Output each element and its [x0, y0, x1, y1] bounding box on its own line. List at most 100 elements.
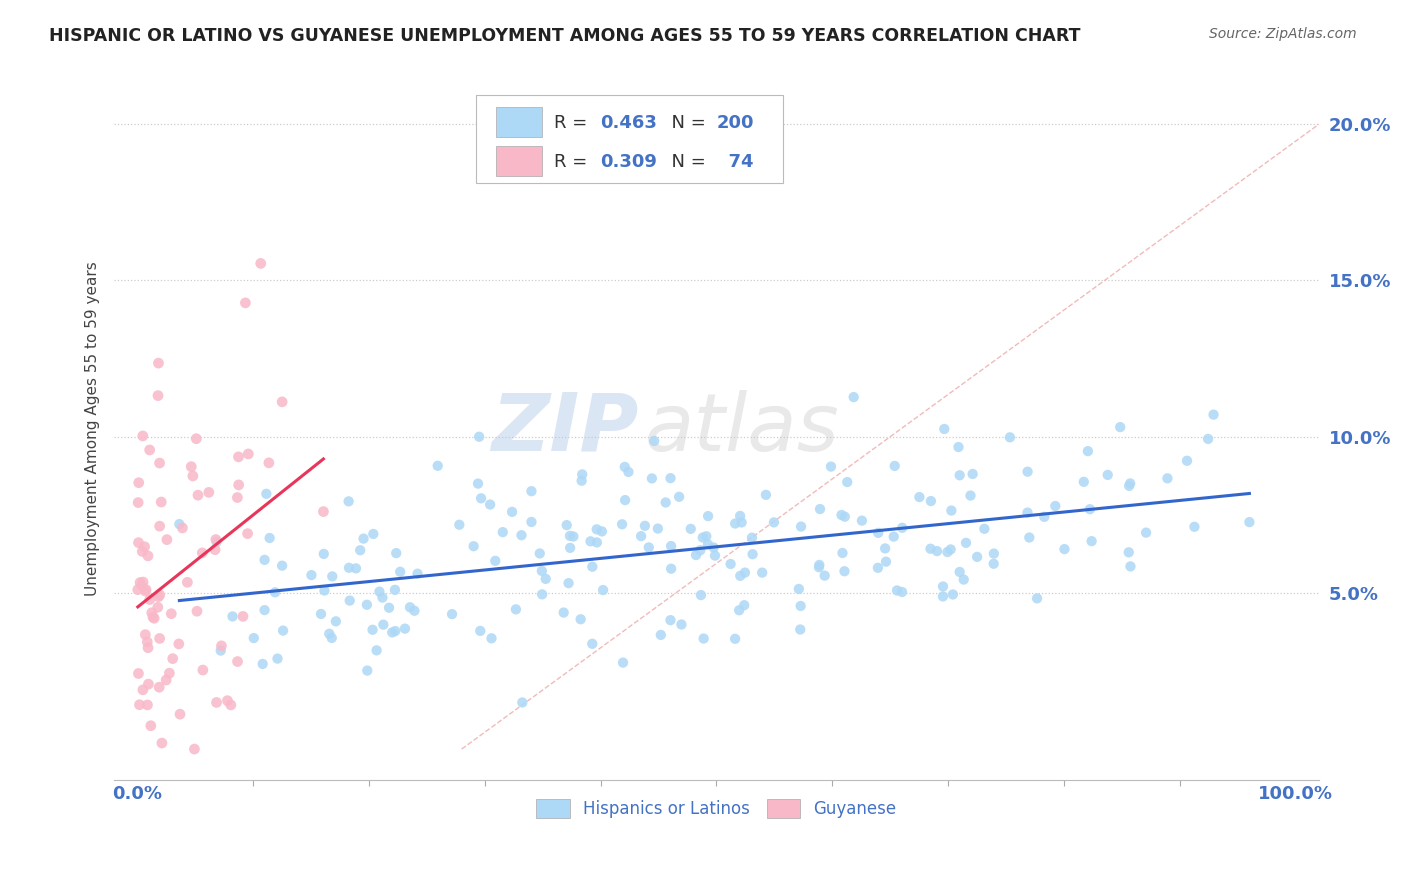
- Point: [647, 522, 669, 536]
- Point: [690, 588, 713, 602]
- Point: [733, 598, 755, 612]
- Point: [404, 604, 426, 618]
- Point: [321, 631, 343, 645]
- Point: [891, 521, 914, 535]
- Point: [1078, 502, 1101, 516]
- Point: [479, 498, 502, 512]
- Point: [932, 590, 955, 604]
- Point: [751, 566, 773, 580]
- Point: [198, 485, 221, 500]
- Point: [555, 518, 578, 533]
- Point: [180, 459, 202, 474]
- Point: [1097, 467, 1119, 482]
- Point: [520, 484, 543, 499]
- Point: [866, 561, 889, 575]
- Point: [169, 517, 191, 532]
- Point: [886, 583, 908, 598]
- Point: [148, 456, 170, 470]
- Point: [138, 677, 160, 691]
- Point: [366, 643, 388, 657]
- Point: [253, 603, 276, 617]
- Point: [789, 623, 811, 637]
- Point: [728, 508, 751, 523]
- Text: 200: 200: [717, 114, 754, 132]
- Point: [204, 542, 226, 557]
- Point: [134, 540, 156, 554]
- Point: [356, 598, 378, 612]
- Point: [654, 495, 676, 509]
- Point: [610, 517, 633, 532]
- Point: [671, 617, 693, 632]
- Point: [585, 522, 607, 536]
- Point: [356, 664, 378, 678]
- Point: [959, 489, 981, 503]
- Text: Source: ZipAtlas.com: Source: ZipAtlas.com: [1209, 27, 1357, 41]
- Point: [149, 588, 172, 602]
- Point: [187, 488, 209, 502]
- Point: [148, 356, 170, 370]
- Point: [149, 632, 172, 646]
- Point: [139, 592, 162, 607]
- Point: [146, 600, 169, 615]
- Point: [695, 529, 717, 543]
- Point: [741, 531, 763, 545]
- Point: [211, 639, 233, 653]
- Point: [925, 544, 948, 558]
- Point: [637, 541, 659, 555]
- Point: [361, 623, 384, 637]
- Point: [592, 582, 614, 597]
- Point: [520, 515, 543, 529]
- Point: [1033, 509, 1056, 524]
- Point: [232, 609, 254, 624]
- Point: [728, 569, 751, 583]
- Point: [634, 518, 657, 533]
- Point: [807, 560, 830, 574]
- Point: [730, 516, 752, 530]
- Point: [510, 528, 533, 542]
- Point: [127, 666, 149, 681]
- Point: [484, 554, 506, 568]
- Point: [143, 611, 166, 625]
- Point: [689, 543, 711, 558]
- Point: [449, 517, 471, 532]
- Point: [617, 465, 640, 479]
- Point: [983, 547, 1005, 561]
- Point: [728, 603, 751, 617]
- Point: [790, 519, 813, 533]
- Point: [169, 707, 191, 722]
- Point: [1239, 515, 1261, 529]
- Point: [191, 546, 214, 560]
- Point: [271, 558, 294, 573]
- Point: [868, 525, 890, 540]
- Point: [704, 549, 727, 563]
- Point: [920, 541, 942, 556]
- Point: [531, 587, 554, 601]
- Point: [259, 531, 281, 545]
- Point: [492, 525, 515, 540]
- Point: [191, 663, 214, 677]
- Point: [908, 490, 931, 504]
- Point: [399, 600, 422, 615]
- Point: [325, 615, 347, 629]
- Point: [659, 471, 682, 485]
- Point: [724, 632, 747, 646]
- Point: [643, 434, 665, 448]
- Point: [692, 632, 714, 646]
- Point: [581, 559, 603, 574]
- Point: [150, 736, 173, 750]
- Point: [579, 534, 602, 549]
- Point: [659, 613, 682, 627]
- Point: [141, 606, 163, 620]
- Point: [558, 529, 581, 543]
- Point: [1119, 476, 1142, 491]
- Point: [183, 742, 205, 756]
- Point: [384, 624, 406, 638]
- Point: [936, 545, 959, 559]
- Point: [501, 505, 523, 519]
- Point: [321, 569, 343, 583]
- Point: [851, 514, 873, 528]
- Point: [167, 637, 190, 651]
- Point: [139, 719, 162, 733]
- Point: [787, 582, 810, 596]
- Point: [127, 582, 149, 597]
